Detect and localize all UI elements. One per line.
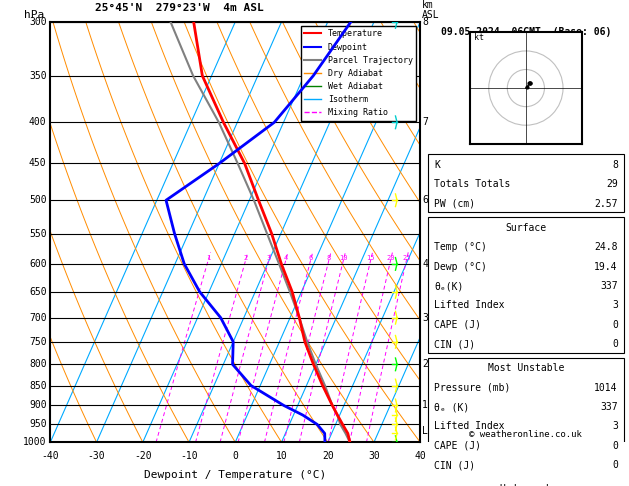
- Text: Most Unstable: Most Unstable: [487, 364, 564, 373]
- Text: 2: 2: [422, 359, 428, 369]
- Text: 10: 10: [276, 451, 287, 461]
- Text: 6: 6: [422, 195, 428, 205]
- Text: 750: 750: [29, 337, 47, 347]
- Text: 3: 3: [267, 255, 270, 261]
- Text: Dewp (°C): Dewp (°C): [434, 261, 487, 272]
- Text: 3: 3: [422, 312, 428, 323]
- Text: 1014: 1014: [594, 383, 618, 393]
- Text: -10: -10: [181, 451, 198, 461]
- FancyBboxPatch shape: [428, 217, 624, 353]
- Text: CIN (J): CIN (J): [434, 339, 475, 349]
- Text: θₑ (K): θₑ (K): [434, 402, 469, 412]
- Text: 19.4: 19.4: [594, 261, 618, 272]
- Text: 15: 15: [366, 255, 375, 261]
- Text: Dewpoint / Temperature (°C): Dewpoint / Temperature (°C): [144, 469, 326, 480]
- Text: 2: 2: [243, 255, 248, 261]
- Text: 25: 25: [402, 255, 411, 261]
- Text: 40: 40: [415, 451, 426, 461]
- Text: 30: 30: [368, 451, 380, 461]
- Text: © weatheronline.co.uk: © weatheronline.co.uk: [469, 430, 582, 439]
- Text: 350: 350: [29, 70, 47, 81]
- Text: 337: 337: [600, 402, 618, 412]
- Text: km
ASL: km ASL: [422, 0, 440, 20]
- Text: -40: -40: [42, 451, 59, 461]
- Text: 2.57: 2.57: [594, 199, 618, 208]
- Text: 400: 400: [29, 117, 47, 127]
- Text: Totals Totals: Totals Totals: [434, 179, 510, 189]
- Text: 0: 0: [232, 451, 238, 461]
- Text: -20: -20: [134, 451, 152, 461]
- Text: θₑ(K): θₑ(K): [434, 281, 464, 291]
- Text: 950: 950: [29, 419, 47, 429]
- Text: 337: 337: [600, 281, 618, 291]
- Text: 1000: 1000: [23, 437, 47, 447]
- FancyBboxPatch shape: [428, 358, 624, 474]
- Text: 450: 450: [29, 158, 47, 169]
- Text: CAPE (J): CAPE (J): [434, 320, 481, 330]
- Text: Mixing Ratio (g/kg): Mixing Ratio (g/kg): [439, 176, 449, 288]
- Text: 500: 500: [29, 195, 47, 205]
- Text: 700: 700: [29, 312, 47, 323]
- Text: 4: 4: [422, 259, 428, 269]
- Text: 10: 10: [339, 255, 347, 261]
- Text: hPa: hPa: [25, 10, 45, 20]
- Text: 1: 1: [422, 400, 428, 411]
- Text: 6: 6: [308, 255, 313, 261]
- FancyBboxPatch shape: [428, 479, 624, 486]
- Text: 0: 0: [612, 441, 618, 451]
- Text: LCL: LCL: [422, 426, 440, 436]
- Text: Lifted Index: Lifted Index: [434, 300, 504, 311]
- Text: 800: 800: [29, 359, 47, 369]
- FancyBboxPatch shape: [428, 154, 624, 212]
- Text: 650: 650: [29, 287, 47, 297]
- Text: K: K: [434, 160, 440, 170]
- Text: 3: 3: [612, 300, 618, 311]
- Text: CIN (J): CIN (J): [434, 460, 475, 470]
- Text: 850: 850: [29, 381, 47, 391]
- Legend: Temperature, Dewpoint, Parcel Trajectory, Dry Adiabat, Wet Adiabat, Isotherm, Mi: Temperature, Dewpoint, Parcel Trajectory…: [301, 26, 416, 121]
- Text: 4: 4: [284, 255, 287, 261]
- Text: 1: 1: [206, 255, 210, 261]
- Text: CAPE (J): CAPE (J): [434, 441, 481, 451]
- Text: Surface: Surface: [505, 223, 547, 233]
- Text: Hodograph: Hodograph: [499, 485, 552, 486]
- Text: 0: 0: [612, 339, 618, 349]
- Text: 300: 300: [29, 17, 47, 27]
- Text: 3: 3: [612, 421, 618, 432]
- Text: Lifted Index: Lifted Index: [434, 421, 504, 432]
- Text: 8: 8: [422, 17, 428, 27]
- Text: 7: 7: [422, 117, 428, 127]
- Text: 8: 8: [612, 160, 618, 170]
- Text: 24.8: 24.8: [594, 243, 618, 252]
- Text: -30: -30: [87, 451, 106, 461]
- Text: Temp (°C): Temp (°C): [434, 243, 487, 252]
- Text: 8: 8: [326, 255, 331, 261]
- Text: 900: 900: [29, 400, 47, 411]
- Text: Pressure (mb): Pressure (mb): [434, 383, 510, 393]
- Text: 0: 0: [612, 460, 618, 470]
- Text: 0: 0: [612, 320, 618, 330]
- Text: PW (cm): PW (cm): [434, 199, 475, 208]
- Text: 29: 29: [606, 179, 618, 189]
- Text: 550: 550: [29, 228, 47, 239]
- Text: 25°45'N  279°23'W  4m ASL: 25°45'N 279°23'W 4m ASL: [96, 3, 264, 14]
- Text: 20: 20: [386, 255, 395, 261]
- Text: 09.05.2024  06GMT  (Base: 06): 09.05.2024 06GMT (Base: 06): [441, 27, 611, 37]
- Text: 20: 20: [322, 451, 333, 461]
- Text: 600: 600: [29, 259, 47, 269]
